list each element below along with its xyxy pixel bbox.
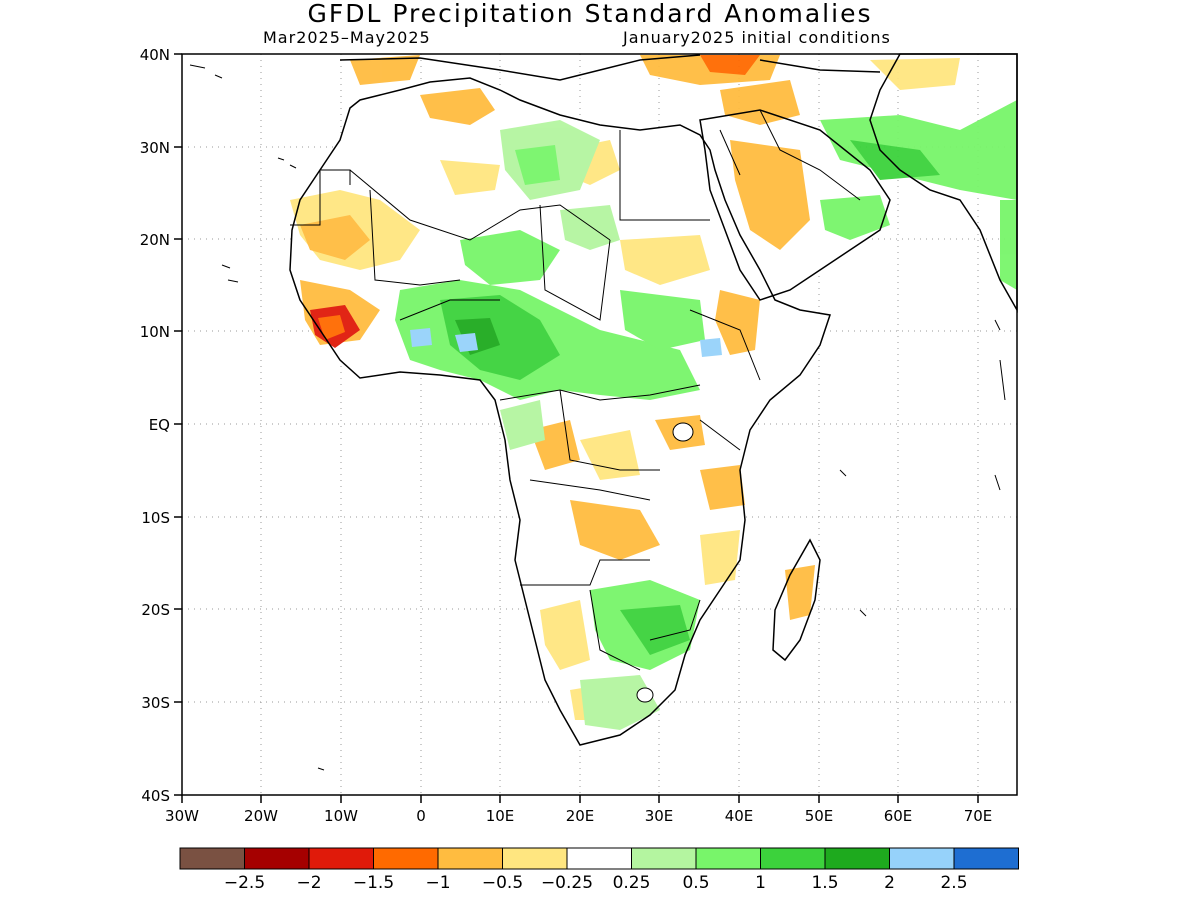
country-borders [290,109,861,671]
colorbar-swatch [824,847,890,870]
colorbar-swatch [179,847,245,870]
x-tick-label: 20E [566,807,595,825]
colorbar-label: 1 [755,873,766,893]
map-title: GFDL Precipitation Standard Anomalies [307,0,873,28]
colorbar-swatch [631,847,697,870]
x-tick-label: 10W [324,807,358,825]
colorbar-label: 0.5 [682,873,709,893]
colorbar-label: 0.25 [613,873,651,893]
forecast-period: Mar2025–May2025 [263,28,431,47]
y-tick-label: 30S [141,694,170,712]
colorbar: −2.5 −2 −1.5 −1 −0.5 −0.25 0.25 0.5 1 1.5 2 2.5 [179,847,1019,893]
colorbar-swatch [760,847,826,870]
x-tick-label: 50E [805,807,834,825]
colorbar-swatch [244,847,310,870]
colorbar-swatch [953,847,1019,870]
colorbar-label: −1 [425,873,450,893]
colorbar-label: 1.5 [811,873,838,893]
x-tick-label: 30E [645,807,674,825]
colorbar-swatch [502,847,568,870]
y-tick-label: EQ [149,416,170,434]
x-axis: 30W 20W 10W 0 10E 20E 30E 40E 50E 60E 70… [165,795,992,825]
x-tick-label: 40E [725,807,754,825]
colorbar-label: −1.5 [353,873,394,893]
colorbar-swatch [566,847,632,870]
x-tick-label: 20W [244,807,278,825]
x-tick-label: 10E [486,807,515,825]
y-tick-label: 20S [141,601,170,619]
y-tick-label: 10S [141,509,170,527]
lakes [636,422,694,703]
colorbar-label: −0.5 [482,873,523,893]
y-tick-label: 10N [140,323,170,341]
y-tick-label: 20N [140,231,170,249]
y-tick-label: 40N [140,46,170,64]
colorbar-label: −2.5 [224,873,265,893]
x-tick-label: 0 [416,807,426,825]
colorbar-label: −2 [296,873,321,893]
colorbar-label: 2 [884,873,895,893]
colorbar-swatch [695,847,761,870]
x-tick-label: 60E [884,807,913,825]
y-tick-label: 40S [141,787,170,805]
islands [189,64,1006,771]
colorbar-swatch [373,847,439,870]
colorbar-label: 2.5 [940,873,967,893]
initial-conditions: January2025 initial conditions [623,28,891,47]
x-tick-label: 70E [964,807,993,825]
colorbar-swatch [308,847,374,870]
colorbar-label: −0.25 [541,873,593,893]
x-tick-label: 30W [165,807,199,825]
y-tick-label: 30N [140,139,170,157]
colorbar-swatch [889,847,955,870]
colorbar-swatch [437,847,503,870]
y-axis: 40N 30N 20N 10N EQ 10S 20S 30S 40S [140,46,182,805]
